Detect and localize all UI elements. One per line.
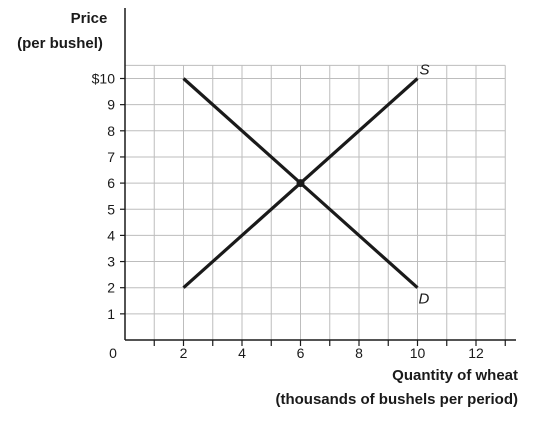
x-tick-label: 12 bbox=[468, 345, 484, 361]
x-tick-label: 10 bbox=[410, 345, 426, 361]
x-tick-label: 2 bbox=[180, 345, 188, 361]
y-tick-label: 5 bbox=[107, 201, 115, 217]
y-tick-label: 2 bbox=[107, 280, 115, 296]
x-tick-label: 0 bbox=[109, 345, 117, 361]
y-tick-label: $10 bbox=[92, 71, 116, 87]
y-axis-title-line1: Price bbox=[71, 10, 108, 27]
series-lines bbox=[182, 77, 419, 289]
y-tick-label: 3 bbox=[107, 254, 115, 270]
series-label-d: D bbox=[419, 291, 430, 308]
axes bbox=[120, 8, 516, 346]
y-tick-label: 1 bbox=[107, 306, 115, 322]
y-tick-label: 7 bbox=[107, 149, 115, 165]
equilibrium-point bbox=[296, 179, 305, 188]
x-axis-title-line2: (thousands of bushels per period) bbox=[275, 391, 518, 408]
y-tick-label: 6 bbox=[107, 175, 115, 191]
y-tick-label: 4 bbox=[107, 227, 115, 243]
y-tick-label: 9 bbox=[107, 97, 115, 113]
y-tick-label: 8 bbox=[107, 123, 115, 139]
y-axis-title-line2: (per bushel) bbox=[17, 35, 103, 52]
x-tick-label: 8 bbox=[355, 345, 363, 361]
grid-lines bbox=[125, 64, 506, 340]
series-label-s: S bbox=[420, 62, 430, 79]
x-tick-label: 4 bbox=[238, 345, 246, 361]
x-tick-label: 6 bbox=[297, 345, 305, 361]
x-axis-title-line1: Quantity of wheat bbox=[392, 367, 518, 384]
